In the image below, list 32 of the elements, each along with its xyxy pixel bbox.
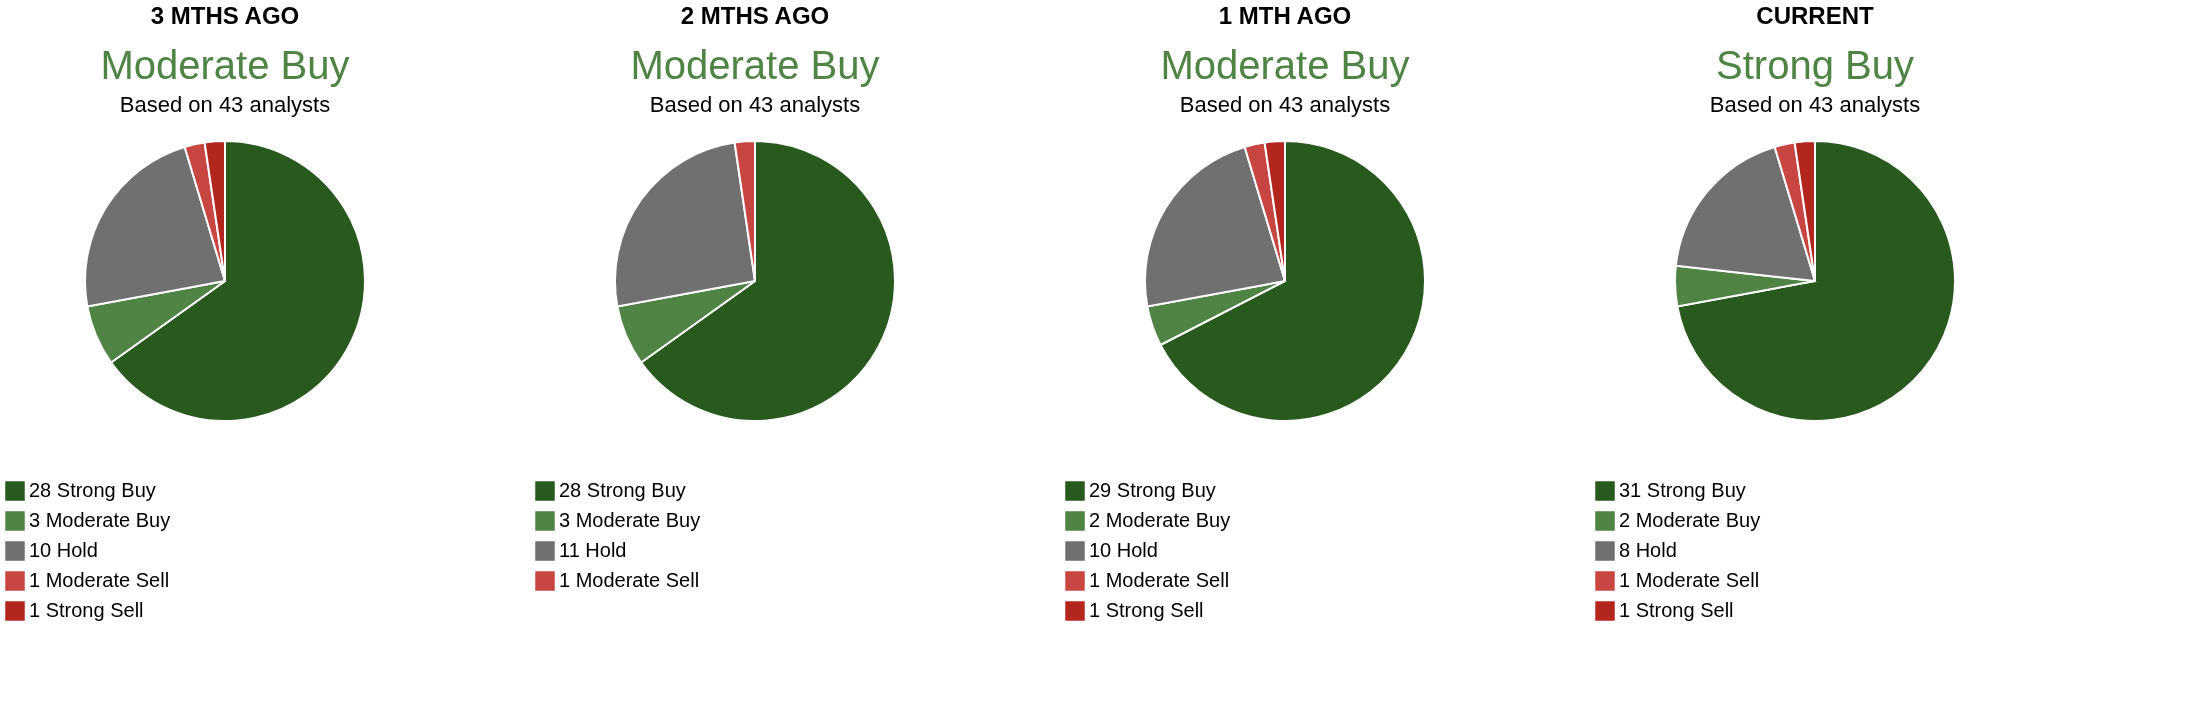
- chart-title: CURRENT: [1756, 2, 1874, 29]
- legend-label: 2 Moderate Buy: [1619, 509, 1761, 531]
- legend-label: 10 Hold: [29, 539, 98, 561]
- text: Based on 43 analysts: [649, 92, 861, 117]
- text: Based on 43 analysts: [1179, 92, 1391, 117]
- chart-subtitle: Moderate Buy: [630, 43, 880, 87]
- legend-label: 1 Strong Sell: [1619, 599, 1734, 621]
- pie-slice: [1676, 140, 1956, 422]
- legend-label: 28 Strong Buy: [559, 479, 686, 501]
- legend-label: 8 Hold: [1619, 539, 1677, 561]
- legend-label: 10 Hold: [1089, 539, 1158, 561]
- legend-label: 1 Strong Sell: [29, 599, 144, 621]
- legend-label: 1 Moderate Sell: [559, 569, 700, 591]
- legend-label: 1 Moderate Sell: [1089, 569, 1230, 591]
- legend-label: 31 Strong Buy: [1619, 479, 1746, 501]
- text: Based on 43 analysts: [1709, 92, 1921, 117]
- legend-label: 3 Moderate Buy: [559, 509, 701, 531]
- legend-label: 28 Strong Buy: [29, 479, 156, 501]
- chart-subtitle: Strong Buy: [1716, 43, 1914, 87]
- legend-label: 1 Moderate Sell: [1619, 569, 1760, 591]
- chart-title: 2 MTHS AGO: [680, 2, 830, 29]
- chart-subtitle: Moderate Buy: [100, 43, 350, 87]
- chart-title: 1 MTH AGO: [1218, 2, 1352, 29]
- legend-label: 11 Hold: [559, 539, 627, 561]
- chart-title: 3 MTHS AGO: [150, 2, 300, 29]
- text: Based on 43 analysts: [119, 92, 331, 117]
- legend-label: 3 Moderate Buy: [29, 509, 171, 531]
- legend-label: 1 Moderate Sell: [29, 569, 170, 591]
- legend-label: 29 Strong Buy: [1089, 479, 1216, 501]
- chart-subtitle: Moderate Buy: [1160, 43, 1410, 87]
- legend-label: 1 Strong Sell: [1089, 599, 1204, 621]
- legend-label: 2 Moderate Buy: [1089, 509, 1231, 531]
